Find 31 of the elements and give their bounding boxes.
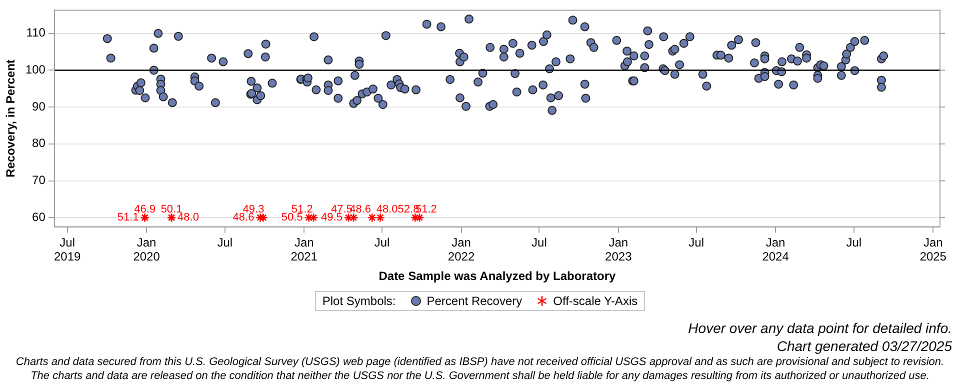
x-tick-label: Jan 2023 [605, 235, 632, 264]
annotation: 48.0 [178, 212, 199, 224]
text: The charts and data are released on the condition that neither the USGS nor the U.S. Government shall be held liable for any damages resulting from its authorized or unauthorized use. [30, 369, 930, 383]
x-tick-label: Jul [688, 235, 704, 250]
y-tick-label: 70 [32, 173, 46, 188]
x-axis-title: Date Sample was Analyzed by Laboratory [378, 269, 616, 284]
x-tick-label: Jan 2020 [133, 235, 160, 264]
y-axis-title: Recovery, in Percent [4, 60, 18, 178]
legend-title: Plot Symbols: [322, 294, 396, 308]
x-tick-label: Jan 2024 [762, 235, 790, 264]
annotation: 51.1 [117, 212, 139, 224]
y-tick-label: 80 [32, 136, 46, 150]
text: Hover over any data point for detailed info. [687, 319, 952, 337]
annotation: 49.5 [321, 212, 342, 224]
x-tick-label: Jan 2022 [448, 235, 475, 264]
x-tick-label: Jul [532, 235, 547, 250]
x-tick-label: Jul 2019 [54, 235, 82, 264]
y-tick-label: 100 [25, 62, 46, 77]
x-tick-label: Jan 2021 [290, 235, 318, 264]
annotation: 48.0 [376, 204, 398, 216]
y-tick-label: 110 [26, 26, 46, 40]
legend-label: Percent Recovery [426, 294, 522, 308]
legend-label: Off-scale Y-Axis [553, 294, 638, 308]
text: Chart generated 03/27/2025 [776, 337, 952, 355]
text: Charts and data secured from this U.S. Geological Survey (USGS) web page (identified as IBSP) have not received official USGS approval and as such are provisional and subject to revision. [14, 355, 946, 369]
x-tick-label: Jul [846, 235, 862, 250]
x-tick-label: Jul [374, 235, 390, 250]
x-tick-label: Jan 2025 [920, 235, 947, 264]
x-tick-label: Jul [217, 235, 233, 250]
y-tick-label: 90 [32, 99, 46, 114]
y-tick-label: 60 [32, 210, 46, 224]
